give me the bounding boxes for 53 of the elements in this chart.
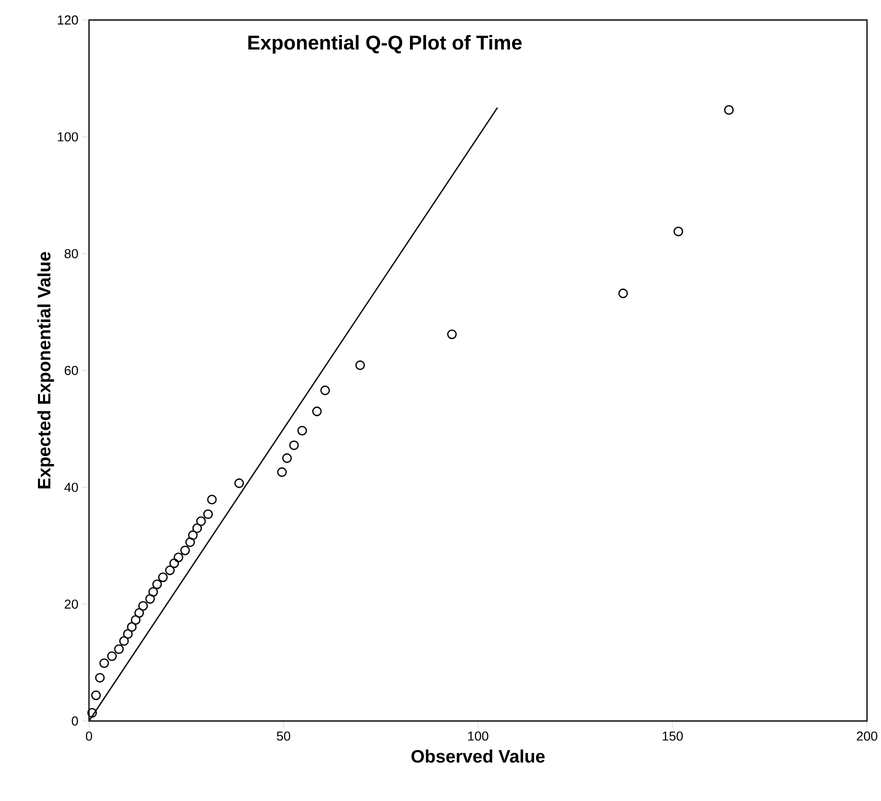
point	[87, 708, 97, 718]
text: Exponential Q-Q Plot of Time	[248, 35, 522, 54]
point	[188, 530, 198, 540]
point	[355, 360, 365, 370]
point	[152, 579, 162, 590]
point	[174, 552, 184, 562]
point	[145, 594, 155, 604]
y-tick-label: 80	[64, 249, 78, 258]
y-axis-title: Expected Exponential Value	[37, 252, 54, 488]
point	[130, 615, 141, 625]
y-tick-label: 20	[64, 600, 78, 609]
y-tick-label: 120	[58, 15, 78, 25]
point	[297, 426, 308, 436]
y-tick-label: 0	[72, 716, 78, 726]
x-tick-label: 150	[662, 732, 683, 741]
point	[126, 622, 137, 632]
point	[618, 288, 628, 298]
point	[312, 406, 322, 416]
point	[95, 672, 105, 683]
x-tick-label: 0	[86, 732, 92, 741]
point	[99, 658, 110, 668]
y-tick-label: 100	[58, 132, 78, 142]
point	[91, 690, 101, 700]
point	[107, 651, 117, 661]
point	[185, 537, 195, 548]
point	[674, 226, 684, 236]
y-tick-label: 40	[64, 482, 78, 492]
point	[277, 467, 287, 477]
point	[234, 478, 244, 488]
point	[123, 629, 133, 639]
point	[724, 105, 734, 115]
point	[192, 523, 202, 534]
point	[289, 440, 299, 450]
point	[203, 509, 213, 520]
point	[180, 546, 190, 556]
point	[447, 329, 457, 340]
point	[158, 572, 168, 582]
point	[282, 453, 292, 463]
x-tick-label: 100	[468, 732, 488, 741]
point	[138, 601, 148, 611]
x-tick-label: 50	[276, 732, 290, 741]
y-tick-label: 60	[64, 366, 78, 376]
point	[169, 558, 180, 568]
point	[114, 644, 124, 654]
point	[320, 386, 330, 396]
point	[148, 587, 158, 597]
point	[119, 636, 129, 646]
point	[165, 565, 175, 576]
x-tick-label: 200	[856, 732, 878, 741]
point	[134, 608, 144, 618]
point	[196, 516, 206, 526]
x-axis-title: Observed Value	[411, 750, 545, 763]
point	[207, 494, 217, 504]
